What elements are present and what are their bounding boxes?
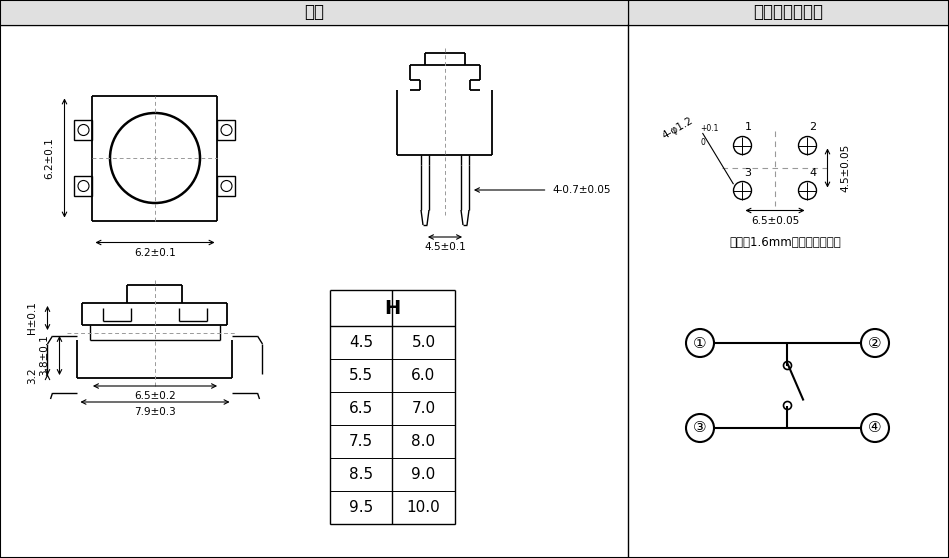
Text: 9.5: 9.5	[349, 500, 373, 515]
Text: 2: 2	[809, 123, 817, 132]
Text: 6.2±0.1: 6.2±0.1	[45, 137, 54, 179]
Text: 安装图及电路图: 安装图及电路图	[754, 3, 824, 22]
Text: ②: ②	[868, 335, 882, 350]
Text: 6.5±0.05: 6.5±0.05	[751, 215, 799, 225]
Text: 3: 3	[745, 167, 752, 177]
Text: ③: ③	[693, 421, 707, 435]
Text: 7.5: 7.5	[349, 434, 373, 449]
Circle shape	[784, 402, 791, 410]
Text: 请使用1.6mm厚的印刷电路板: 请使用1.6mm厚的印刷电路板	[729, 237, 841, 249]
Bar	[1, 1, 627, 24]
Text: 4-0.7±0.05: 4-0.7±0.05	[552, 185, 611, 195]
Bar	[217, 176, 235, 196]
Text: 8.5: 8.5	[349, 467, 373, 482]
Text: 0: 0	[700, 138, 705, 147]
Circle shape	[784, 362, 791, 369]
Text: H: H	[384, 299, 400, 318]
Circle shape	[734, 181, 752, 200]
Text: 10.0: 10.0	[406, 500, 440, 515]
Text: 6.2±0.1: 6.2±0.1	[134, 248, 176, 257]
Text: 4-φ1.2: 4-φ1.2	[661, 115, 695, 141]
Circle shape	[686, 414, 714, 442]
Text: 4.5±0.1: 4.5±0.1	[424, 242, 466, 252]
Text: H±0.1: H±0.1	[28, 301, 38, 334]
Text: 3.2: 3.2	[28, 368, 38, 384]
Text: 3.8±0.1: 3.8±0.1	[40, 335, 49, 377]
Circle shape	[861, 414, 889, 442]
Text: 6.0: 6.0	[411, 368, 436, 383]
Circle shape	[78, 180, 89, 191]
Text: 5.0: 5.0	[412, 335, 436, 350]
Circle shape	[734, 137, 752, 155]
Text: 7.0: 7.0	[412, 401, 436, 416]
Text: 4: 4	[809, 167, 817, 177]
Bar	[75, 176, 92, 196]
Bar	[217, 120, 235, 140]
Circle shape	[798, 137, 816, 155]
Circle shape	[110, 113, 200, 203]
Circle shape	[221, 180, 232, 191]
Circle shape	[221, 124, 232, 136]
Text: 4.5: 4.5	[349, 335, 373, 350]
Text: 9.0: 9.0	[411, 467, 436, 482]
Bar	[629, 1, 948, 24]
Text: 5.5: 5.5	[349, 368, 373, 383]
Circle shape	[861, 329, 889, 357]
Text: 1: 1	[745, 123, 752, 132]
Text: 4.5±0.05: 4.5±0.05	[841, 144, 850, 192]
Bar	[75, 120, 92, 140]
Text: 6.5±0.2: 6.5±0.2	[134, 391, 176, 401]
Text: 尺寸: 尺寸	[304, 3, 324, 22]
Text: 7.9±0.3: 7.9±0.3	[134, 407, 176, 417]
Circle shape	[78, 124, 89, 136]
Circle shape	[798, 181, 816, 200]
Circle shape	[686, 329, 714, 357]
Text: 8.0: 8.0	[412, 434, 436, 449]
Text: ①: ①	[693, 335, 707, 350]
Text: ④: ④	[868, 421, 882, 435]
Text: 6.5: 6.5	[349, 401, 373, 416]
Text: +0.1: +0.1	[700, 124, 719, 133]
